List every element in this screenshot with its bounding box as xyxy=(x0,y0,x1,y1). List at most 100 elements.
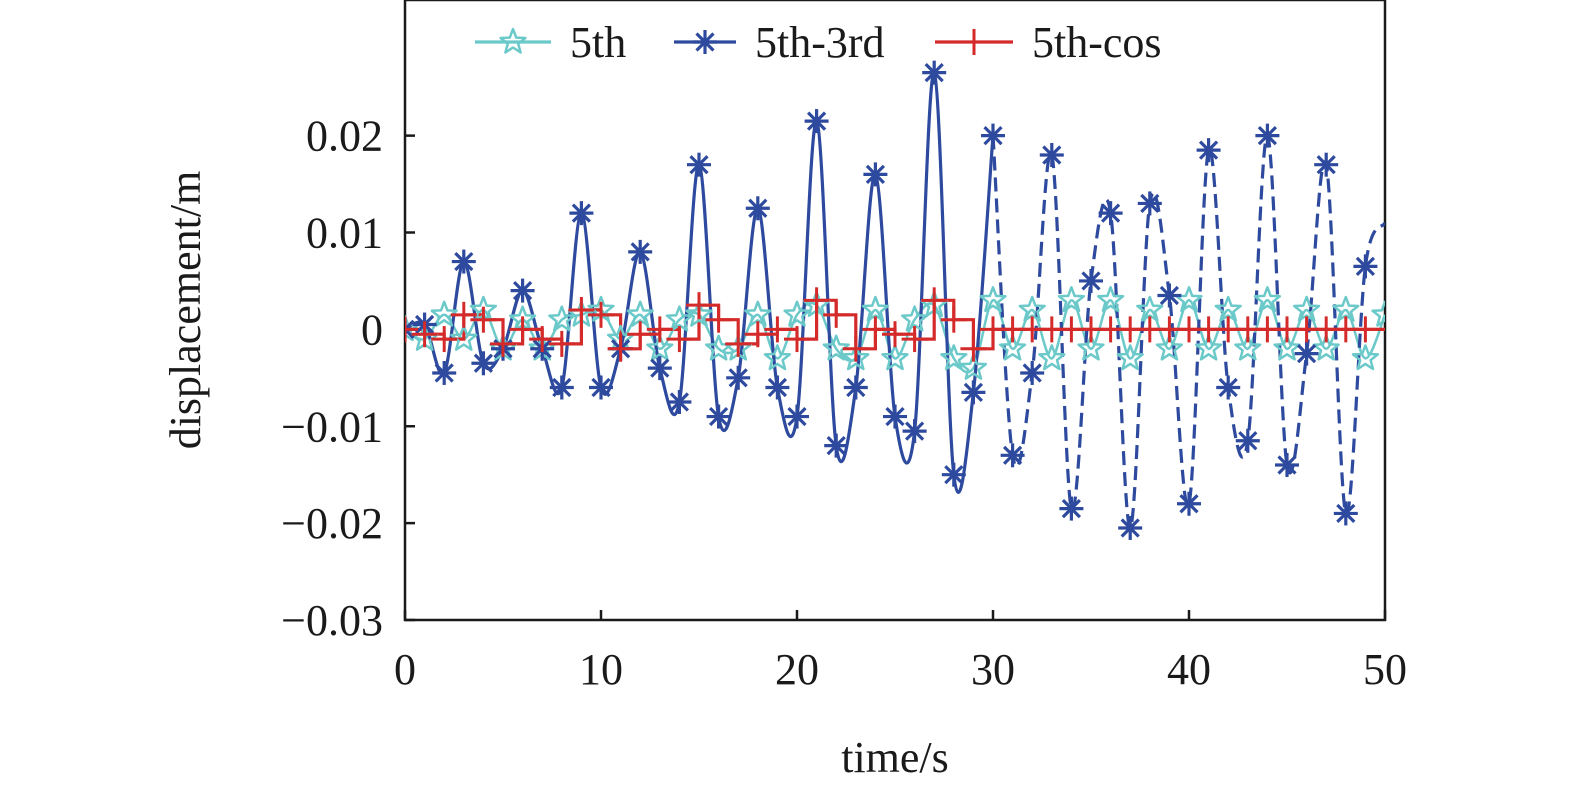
data-point-asterisk xyxy=(745,196,770,221)
data-point-asterisk xyxy=(1294,341,1319,366)
data-point-asterisk xyxy=(922,60,947,85)
data-point-star xyxy=(1116,344,1144,371)
legend-marker xyxy=(499,27,527,54)
data-point-asterisk xyxy=(804,109,829,134)
data-point-asterisk xyxy=(628,239,653,264)
data-point-asterisk xyxy=(687,152,711,177)
data-point-asterisk xyxy=(1177,491,1201,516)
data-point-asterisk xyxy=(569,201,594,226)
y-tick-label: −0.03 xyxy=(281,596,383,645)
data-point-asterisk xyxy=(549,375,574,400)
data-point-plus xyxy=(646,316,673,343)
data-point-plus xyxy=(960,335,987,362)
data-point-asterisk xyxy=(1196,138,1221,163)
y-tick-label: 0.01 xyxy=(306,209,383,258)
y-axis-label: displacement/m xyxy=(161,171,210,450)
data-point-star xyxy=(1273,334,1301,361)
data-point-star xyxy=(998,334,1027,361)
data-point-asterisk xyxy=(941,462,966,487)
data-point-asterisk xyxy=(432,360,457,385)
data-point-asterisk xyxy=(1333,501,1358,526)
data-point-plus xyxy=(803,287,830,314)
data-point-star xyxy=(940,344,968,371)
data-point-asterisk xyxy=(706,404,731,429)
data-point-asterisk xyxy=(471,351,496,376)
data-point-asterisk xyxy=(726,365,751,390)
x-tick-label: 40 xyxy=(1167,645,1211,694)
data-point-asterisk xyxy=(1353,254,1378,279)
data-point-asterisk xyxy=(1079,268,1103,293)
data-point-plus xyxy=(842,335,869,362)
data-point-asterisk xyxy=(902,419,927,444)
x-tick-label: 10 xyxy=(579,645,623,694)
data-point-plus xyxy=(823,301,850,328)
data-point-star xyxy=(430,300,458,327)
data-point-plus xyxy=(411,321,438,348)
y-tick-label: 0 xyxy=(361,305,383,354)
legend-item: 5th-cos xyxy=(935,18,1162,67)
x-axis-label: time/s xyxy=(841,733,949,782)
data-point-star xyxy=(861,295,890,322)
data-point-asterisk xyxy=(1216,375,1241,400)
legend-marker xyxy=(693,30,717,54)
data-point-star xyxy=(842,344,870,371)
data-point-plus xyxy=(490,330,516,357)
data-point-star xyxy=(685,300,713,327)
data-point-plus xyxy=(764,316,791,343)
data-point-star xyxy=(900,305,929,332)
data-point-plus xyxy=(940,306,967,333)
data-point-asterisk xyxy=(785,404,809,429)
data-point-asterisk xyxy=(1157,283,1182,308)
data-point-plus xyxy=(901,326,928,353)
x-tick-label: 0 xyxy=(394,645,416,694)
data-point-plus xyxy=(882,321,908,348)
data-point-asterisk xyxy=(1098,201,1123,226)
data-point-plus xyxy=(921,287,948,314)
data-point-asterisk xyxy=(1000,443,1025,468)
legend: 5th 5th-3rd 5th-cos xyxy=(475,18,1162,67)
legend-marker xyxy=(961,29,987,55)
data-point-star xyxy=(1312,334,1340,361)
data-point-asterisk xyxy=(765,375,790,400)
data-point-star xyxy=(1136,295,1164,322)
data-point-star xyxy=(1332,295,1360,322)
data-point-star xyxy=(1038,344,1066,371)
data-point-plus xyxy=(405,316,418,343)
data-point-plus xyxy=(548,330,575,357)
data-point-asterisk xyxy=(1039,143,1064,167)
data-point-star xyxy=(959,353,988,380)
y-tick-label: −0.01 xyxy=(281,402,383,451)
data-point-asterisk xyxy=(981,123,1005,148)
data-point-star xyxy=(1077,334,1105,361)
series-line-5th-3rd-dashed xyxy=(991,133,1385,530)
data-point-plus xyxy=(568,297,595,323)
data-point-plus xyxy=(431,326,458,353)
data-point-asterisk xyxy=(1255,123,1280,148)
data-point-star xyxy=(1292,295,1321,322)
data-point-star xyxy=(646,334,674,361)
plot-area-frame xyxy=(403,0,1387,622)
data-point-star xyxy=(822,334,850,361)
data-point-star xyxy=(744,300,772,327)
data-point-plus xyxy=(686,292,712,319)
data-point-asterisk xyxy=(589,375,613,400)
data-point-plus xyxy=(529,326,556,353)
legend-label: 5th xyxy=(570,18,626,67)
data-point-asterisk xyxy=(510,278,535,303)
data-point-star xyxy=(665,305,694,332)
data-point-star xyxy=(1194,334,1223,361)
y-axis-ticks: −0.03 −0.02 −0.01 0 0.01 0.02 xyxy=(281,112,415,645)
x-tick-label: 30 xyxy=(971,645,1015,694)
data-point-asterisk xyxy=(647,356,672,381)
data-point-star xyxy=(1234,334,1262,361)
x-tick-label: 50 xyxy=(1363,645,1407,694)
legend-item: 5th xyxy=(475,18,626,67)
data-point-star xyxy=(450,324,478,351)
data-point-star xyxy=(763,344,792,371)
data-point-asterisk xyxy=(1059,496,1084,521)
data-point-star xyxy=(881,344,909,371)
data-point-star xyxy=(1214,295,1242,322)
data-point-star xyxy=(783,300,811,327)
